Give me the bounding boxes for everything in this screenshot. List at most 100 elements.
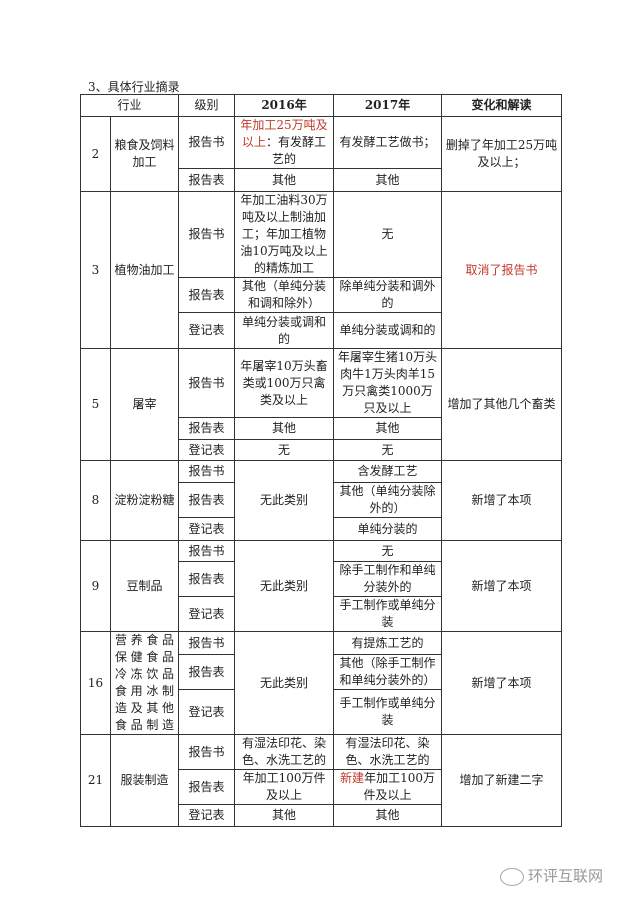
cell-2017: 单纯分装或调和的 — [333, 312, 443, 349]
level-cell: 报告表 — [178, 417, 236, 440]
cell-2017: 除手工制作和单纯分装外的 — [333, 561, 443, 597]
level-cell: 报告表 — [178, 277, 236, 313]
cell-2017: 有发酵工艺做书； — [333, 116, 443, 169]
cell-2017: 其他（单纯分装除外的） — [333, 482, 443, 518]
watermark: 环评互联网 — [500, 865, 603, 886]
change-cell: 删掉了年加工25万吨及以上； — [441, 116, 563, 192]
industry-number: 3 — [80, 191, 111, 349]
highlight-text: 新建 — [340, 771, 365, 785]
industry-table: 行业 级别 2016年 2017年 变化和解读 2 粮食及饲料加工 报告书 年加工25… — [79, 94, 563, 827]
highlight-text: 取消了报告书 — [465, 262, 538, 277]
table-row: 报告表 除手工制作和单纯分装外的 — [81, 561, 562, 597]
cell-2016: 无此类别 — [234, 631, 335, 735]
change-cell: 新增了本项 — [441, 460, 563, 541]
level-cell: 报告书 — [178, 631, 236, 655]
cell-text: 其他 — [272, 421, 297, 435]
cell-2017: 含发酵工艺 — [333, 460, 443, 483]
cell-text: 其他 — [375, 172, 400, 187]
cell-2016: 无此类别 — [234, 460, 335, 541]
cell-2017: 有湿法印花、染色、水洗工艺的 — [333, 734, 443, 770]
cell-2017: 新建年加工100万件及以上 — [333, 769, 443, 805]
cell-text: 无 — [381, 442, 394, 457]
table-row: 9 豆制品 报告书 无此类别 无新增了本项 — [80, 540, 563, 632]
cell-2017: 无 — [333, 439, 443, 461]
change-cell: 新增了本项 — [441, 631, 563, 735]
watermark-text: 环评互联网 — [528, 867, 604, 885]
cell-text: 除单纯分装和调外的 — [339, 279, 436, 310]
header-level: 级别 — [178, 94, 236, 117]
level-cell: 报告书 — [178, 540, 236, 562]
cell-2016: 其他 — [234, 168, 335, 192]
level-cell: 报告表 — [178, 654, 236, 690]
table-row: 登记表 手工制作或单纯分装 — [81, 596, 562, 632]
industry-name: 服装制造 — [109, 734, 180, 827]
level-cell: 报告表 — [178, 168, 236, 192]
header-change: 变化和解读 — [441, 94, 563, 117]
cell-text: 有湿法印花、染色、水洗工艺的 — [242, 736, 327, 767]
level-cell: 报告表 — [178, 482, 236, 518]
industry-name: 植物油加工 — [109, 191, 180, 349]
cell-2017: 其他 — [333, 417, 443, 440]
level-cell: 登记表 — [178, 312, 236, 349]
industry-number: 2 — [80, 116, 111, 192]
table-row: 21 服装制造 报告书 有湿法印花、染色、水洗工艺的 有湿法印花、染色、水洗工艺的 增加了… — [80, 734, 563, 827]
wechat-icon — [500, 867, 524, 886]
cell-2016: 无此类别 — [234, 540, 335, 632]
cell-text: 新增了本项 — [471, 578, 532, 593]
cell-2016: 单纯分装或调和的 — [234, 312, 335, 349]
cell-2016: 其他 — [234, 804, 335, 827]
cell-text: 其他（单纯分装和调和除外） — [242, 279, 327, 310]
header-industry: 行业 — [79, 94, 180, 117]
cell-text: 增加了新建二字 — [459, 773, 544, 787]
header-row: 行业 级别 2016年 2017年 变化和解读 — [79, 94, 563, 117]
cell-text: 无 — [278, 442, 291, 457]
level-cell: 报告表 — [178, 561, 236, 597]
cell-text: 单纯分装或调和的 — [242, 314, 327, 346]
level-cell: 登记表 — [178, 596, 236, 632]
cell-2017: 其他 — [333, 168, 443, 192]
section-heading: 3、具体行业摘录 — [88, 80, 180, 94]
table-row: 3 植物油加工 报告书 年加工油料30万吨及以上制油加工；年加工植物油10万吨及以上的… — [80, 191, 563, 349]
change-cell: 增加了其他几个畜类 — [441, 348, 563, 461]
industry-number: 9 — [80, 540, 111, 632]
cell-text: 含发酵工艺 — [357, 464, 418, 478]
level-cell: 登记表 — [178, 804, 236, 827]
industry-name: 豆制品 — [109, 540, 180, 632]
cell-2016: 无 — [234, 439, 335, 461]
cell-2016: 年屠宰10万头畜类或100万只禽类及以上 — [234, 348, 335, 418]
header-2017: 2017年 — [333, 94, 443, 117]
cell-text: 有湿法印花、染色、水洗工艺的 — [345, 736, 430, 767]
cell-2017: 单纯分装的 — [333, 517, 443, 541]
change-cell: 增加了新建二字 — [441, 734, 563, 827]
cell-2016: 有湿法印花、染色、水洗工艺的 — [234, 734, 335, 770]
cell-text: 有发酵工艺做书； — [339, 135, 436, 149]
cell-text: ：有发酵工艺的 — [266, 135, 327, 166]
table-row: 报告表 其他（除手工制作和单纯分装外的） — [81, 654, 562, 690]
industry-name: 粮食及饲料加工 — [109, 116, 180, 192]
cell-text: 其他 — [272, 808, 297, 822]
table-row: 登记表 单纯分装的 — [81, 517, 562, 541]
cell-2017: 年屠宰生猪10万头肉牛1万头肉羊15万只禽类1000万只及以上 — [333, 348, 443, 418]
table-row: 登记表 单纯分装或调和的 单纯分装或调和的 — [81, 312, 562, 349]
change-cell: 新增了本项 — [441, 540, 563, 632]
cell-2017: 无 — [333, 540, 443, 562]
table-row: 登记表 其他 其他 — [81, 804, 562, 827]
industry-number: 8 — [80, 460, 111, 541]
cell-text: 手工制作或单纯分装 — [339, 696, 436, 727]
level-cell: 报告书 — [178, 116, 236, 169]
table-row: 登记表 无 无 — [81, 439, 562, 461]
cell-text: 其他（除手工制作和单纯分装外的） — [339, 656, 436, 687]
cell-text: 有提炼工艺的 — [351, 635, 424, 650]
cell-text: 手工制作或单纯分装 — [339, 598, 436, 629]
cell-2016: 年加工油料30万吨及以上制油加工；年加工植物油10万吨及以上的精炼加工 — [234, 191, 335, 278]
cell-text: 除手工制作和单纯分装外的 — [339, 563, 436, 594]
cell-2017: 除单纯分装和调外的 — [333, 277, 443, 313]
level-cell: 报告书 — [178, 191, 236, 278]
industry-number: 5 — [80, 348, 111, 461]
industry-name: 屠宰 — [109, 348, 180, 461]
level-cell: 报告书 — [178, 460, 236, 483]
level-cell: 登记表 — [178, 689, 236, 735]
cell-text: 年加工100万件及以上 — [363, 771, 435, 802]
cell-2017: 手工制作或单纯分装 — [333, 596, 443, 632]
cell-2017: 其他（除手工制作和单纯分装外的） — [333, 654, 443, 690]
